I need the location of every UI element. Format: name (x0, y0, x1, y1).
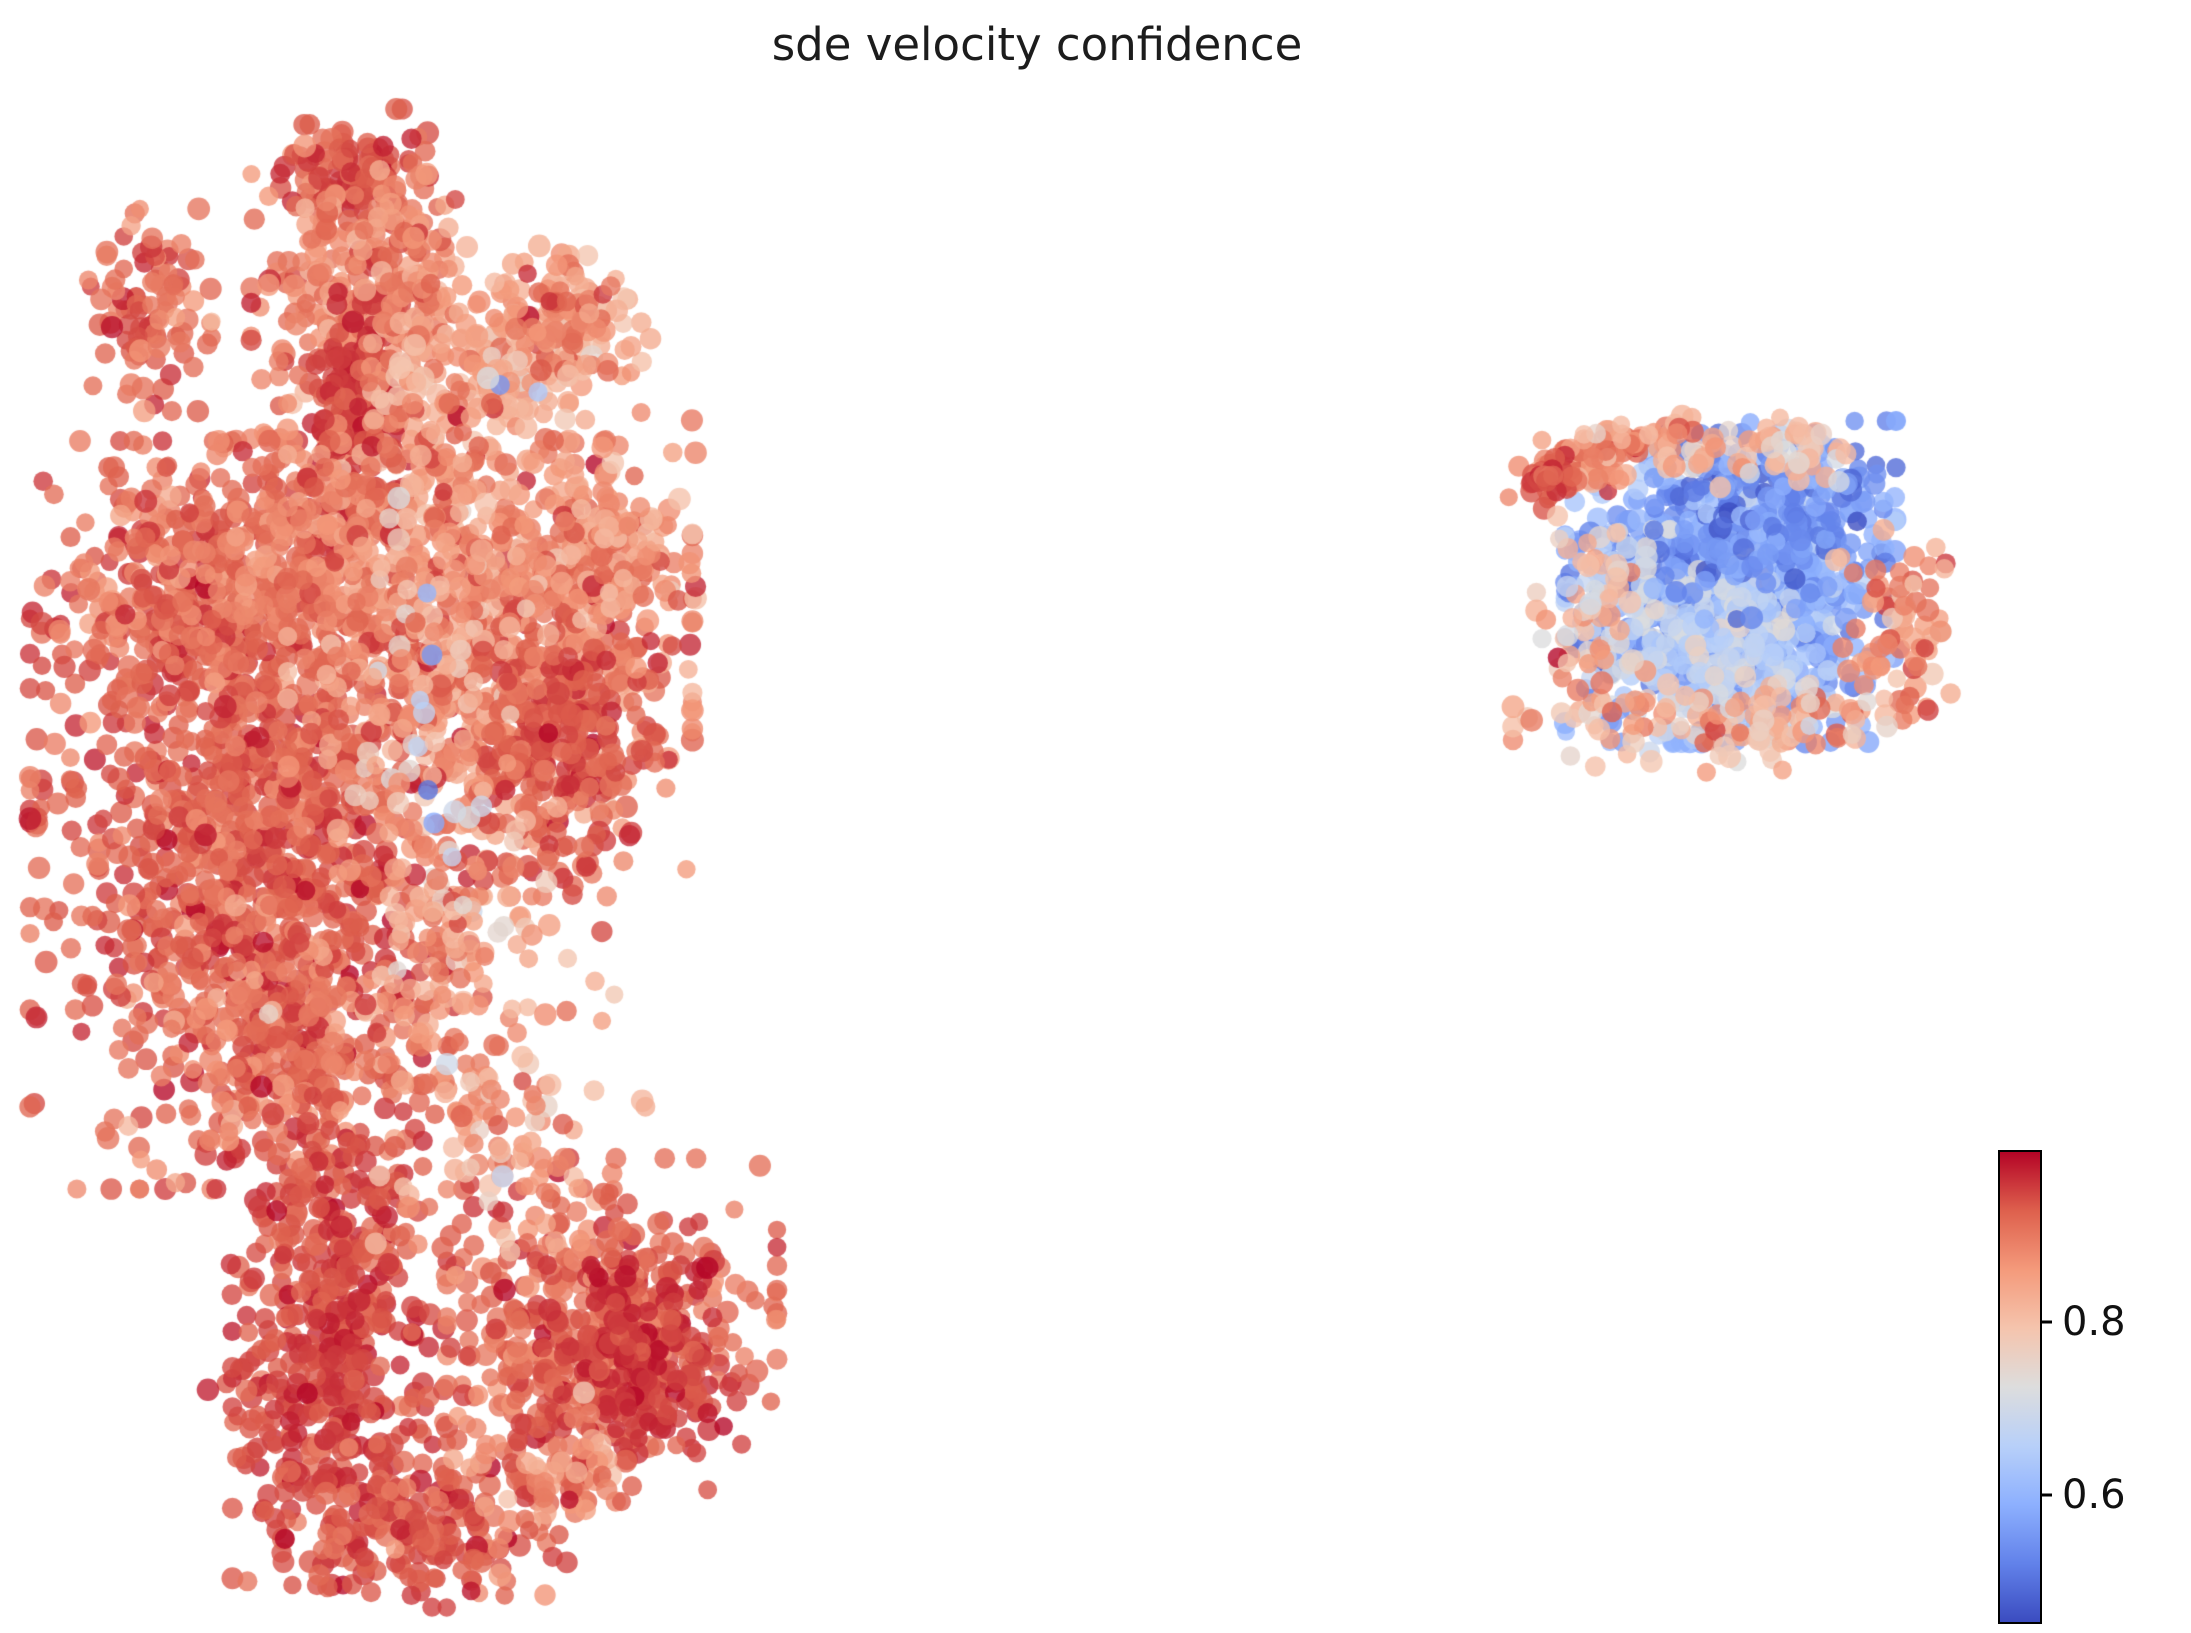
colorbar-gradient (1998, 1150, 2042, 1624)
colorbar-tick-label: 0.6 (2062, 1471, 2126, 1518)
colorbar-tick-mark (2042, 1320, 2052, 1324)
colorbar-tick-label: 0.8 (2062, 1299, 2126, 1346)
colorbar: 0.8 0.6 (1998, 1150, 2126, 1624)
colorbar-tick-mark (2042, 1493, 2052, 1497)
plot-title: sde velocity confidence (771, 18, 1303, 71)
